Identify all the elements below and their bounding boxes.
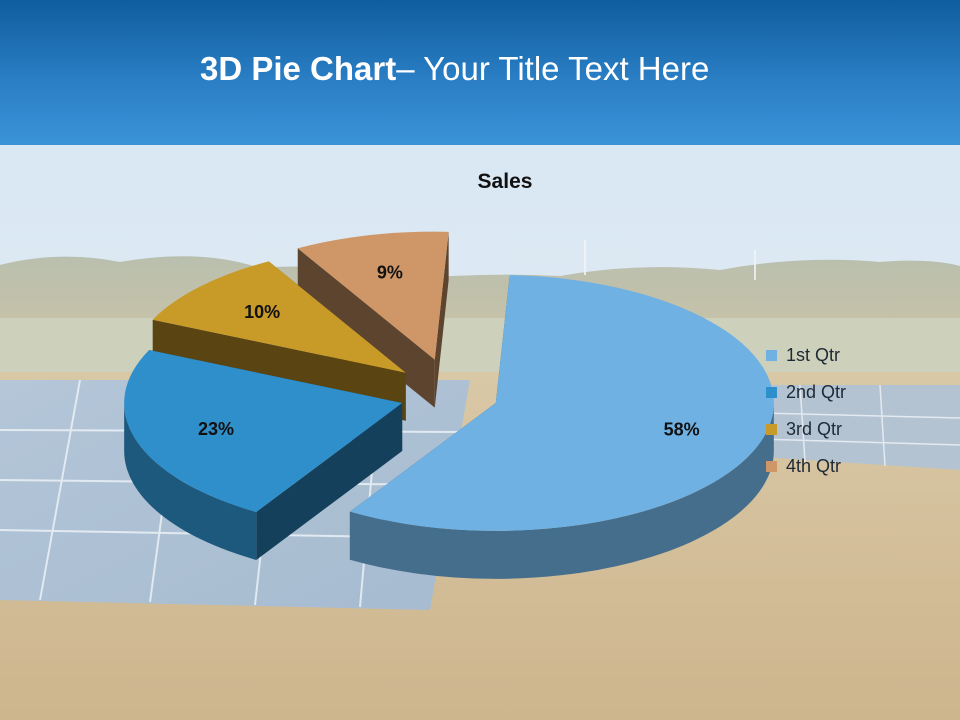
slide-title-bold: 3D Pie Chart — [200, 50, 397, 87]
legend-swatch — [766, 461, 777, 472]
legend-swatch — [766, 424, 777, 435]
pie-slice-1-top — [349, 274, 774, 531]
legend-label: 2nd Qtr — [786, 382, 847, 402]
legend-swatch — [766, 350, 777, 361]
pie-slice-1-rim — [349, 402, 774, 579]
legend-item-1: 1st Qtr — [766, 337, 846, 374]
pie-chart: Sales 58% 23% 10% 9% — [124, 170, 774, 579]
pie-slice-2 — [124, 350, 403, 560]
pie-slice-4-wall — [434, 231, 449, 408]
slide-title-rest: – Your Title Text Here — [396, 50, 710, 87]
data-label-2: 23% — [198, 419, 234, 439]
data-label-3: 10% — [244, 302, 280, 322]
legend-label: 1st Qtr — [786, 345, 841, 365]
chart-title: Sales — [478, 170, 533, 193]
pie-slice-2-rim — [124, 403, 257, 560]
slide-title: 3D Pie Chart– Your Title Text Here — [200, 50, 709, 88]
pie-slice-1 — [349, 274, 774, 579]
pie-slice-4 — [297, 231, 449, 408]
legend-item-3: 3rd Qtr — [766, 411, 846, 448]
legend-item-4: 4th Qtr — [766, 448, 846, 485]
chart-legend: 1st Qtr 2nd Qtr 3rd Qtr 4th Qtr — [766, 337, 846, 485]
slide-header-band — [0, 0, 960, 145]
pie-slice-2-top — [124, 350, 403, 512]
data-label-1: 58% — [664, 419, 700, 439]
pie-slice-3-top — [152, 261, 406, 373]
pie-slice-4-top — [297, 231, 449, 360]
data-label-4: 9% — [377, 262, 403, 282]
legend-item-2: 2nd Qtr — [766, 374, 846, 411]
legend-swatch — [766, 387, 777, 398]
pie-slice-4-wall — [297, 248, 435, 408]
legend-label: 4th Qtr — [786, 456, 842, 476]
legend-label: 3rd Qtr — [786, 419, 843, 439]
